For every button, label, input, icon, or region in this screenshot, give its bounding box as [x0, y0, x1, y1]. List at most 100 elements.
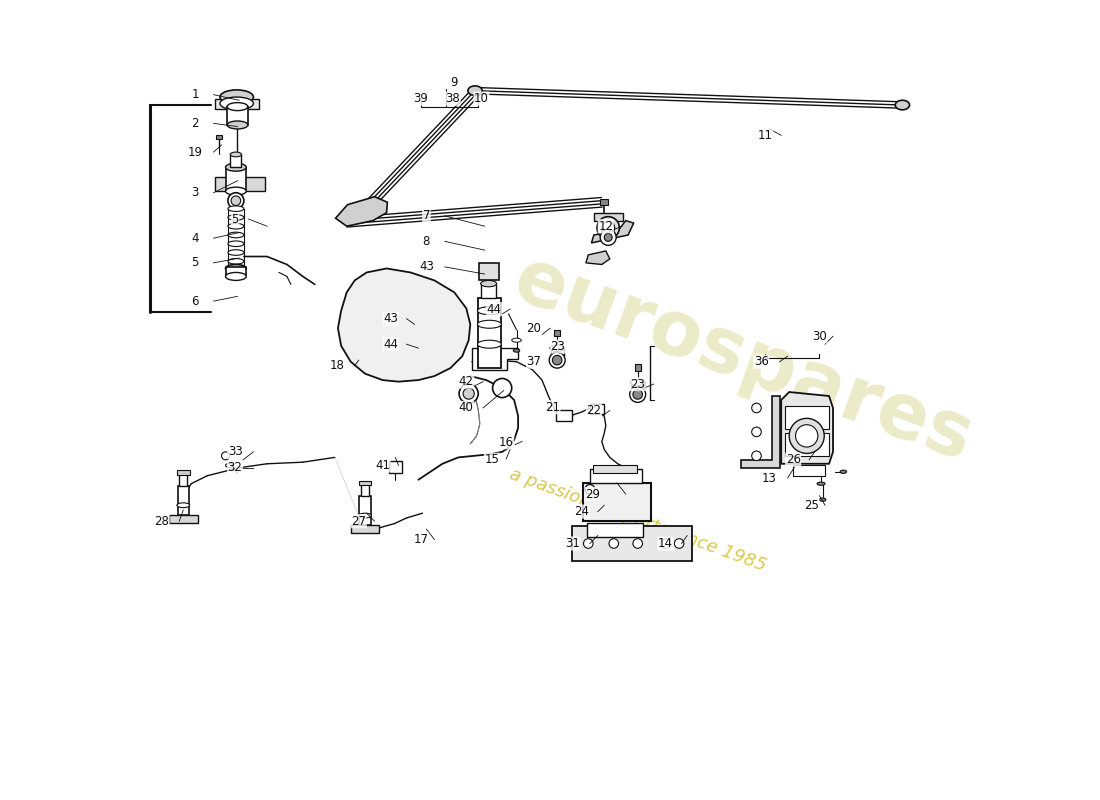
Text: 7: 7 [422, 210, 430, 222]
Text: 10: 10 [474, 92, 488, 105]
Bar [389, 461, 402, 474]
Bar [226, 167, 246, 191]
Ellipse shape [227, 121, 248, 129]
Ellipse shape [477, 320, 502, 328]
Bar [482, 284, 496, 298]
Text: 33: 33 [228, 446, 242, 458]
Bar [226, 267, 246, 277]
Ellipse shape [228, 241, 244, 246]
Text: 16: 16 [498, 436, 514, 449]
Text: 39: 39 [414, 92, 428, 105]
Circle shape [549, 352, 565, 368]
Text: 14: 14 [658, 537, 673, 550]
Text: 4: 4 [191, 232, 199, 245]
Circle shape [629, 386, 646, 402]
Ellipse shape [220, 90, 253, 104]
Circle shape [601, 230, 616, 246]
Text: 43: 43 [383, 312, 398, 325]
Text: 38: 38 [446, 92, 460, 105]
Bar [227, 106, 248, 125]
Polygon shape [336, 197, 387, 226]
Circle shape [228, 193, 244, 209]
Bar [359, 481, 372, 486]
Ellipse shape [817, 482, 825, 486]
Polygon shape [781, 392, 833, 464]
Polygon shape [741, 396, 780, 468]
Bar [360, 497, 371, 525]
Ellipse shape [228, 214, 244, 220]
Bar [601, 199, 608, 206]
Polygon shape [472, 348, 518, 370]
Text: 19: 19 [188, 146, 202, 158]
Circle shape [795, 425, 818, 447]
Text: 27: 27 [351, 514, 366, 528]
Circle shape [632, 390, 642, 399]
Text: 22: 22 [586, 404, 602, 417]
Ellipse shape [226, 187, 246, 195]
Text: 30: 30 [812, 330, 827, 342]
Bar [631, 382, 645, 390]
Text: 32: 32 [228, 462, 242, 474]
Bar [557, 410, 572, 421]
Circle shape [789, 418, 824, 454]
Polygon shape [572, 526, 692, 561]
Bar [635, 364, 641, 370]
Bar [785, 434, 829, 456]
Ellipse shape [477, 340, 502, 348]
Ellipse shape [468, 86, 482, 95]
Bar [590, 404, 604, 414]
Ellipse shape [359, 514, 372, 518]
Ellipse shape [514, 349, 519, 352]
Text: 20: 20 [527, 322, 541, 334]
Text: 21: 21 [544, 401, 560, 414]
Text: 1: 1 [191, 88, 199, 101]
Circle shape [493, 378, 512, 398]
Text: 5: 5 [231, 213, 239, 226]
Bar [478, 298, 500, 368]
Text: 31: 31 [565, 537, 580, 550]
Ellipse shape [481, 281, 496, 286]
Text: 2: 2 [191, 117, 199, 130]
Ellipse shape [177, 503, 189, 508]
Text: 5: 5 [191, 256, 199, 270]
Bar [178, 486, 189, 515]
Text: 23: 23 [550, 340, 565, 353]
Text: eurospares: eurospares [504, 242, 982, 478]
Ellipse shape [226, 463, 233, 467]
Text: 23: 23 [630, 378, 645, 390]
Ellipse shape [820, 498, 826, 502]
Circle shape [604, 234, 613, 242]
Polygon shape [169, 515, 198, 522]
Bar [361, 484, 368, 497]
Ellipse shape [220, 97, 253, 110]
Bar [478, 263, 499, 281]
Circle shape [751, 403, 761, 413]
Text: 43: 43 [419, 260, 433, 274]
Circle shape [585, 485, 595, 494]
Text: 15: 15 [484, 454, 499, 466]
Text: 40: 40 [459, 402, 474, 414]
Polygon shape [793, 466, 825, 476]
Text: 28: 28 [154, 514, 169, 528]
Text: 25: 25 [804, 498, 818, 512]
Text: 8: 8 [422, 235, 430, 248]
Ellipse shape [230, 152, 242, 157]
Text: 44: 44 [383, 338, 398, 350]
Text: 11: 11 [758, 129, 772, 142]
Polygon shape [594, 214, 624, 222]
Bar [216, 134, 222, 138]
Ellipse shape [228, 250, 244, 255]
Circle shape [674, 538, 684, 548]
Bar [554, 330, 560, 336]
Text: 3: 3 [191, 186, 199, 199]
Bar [785, 406, 829, 429]
Polygon shape [351, 525, 380, 533]
Polygon shape [592, 221, 634, 243]
Text: 37: 37 [527, 355, 541, 368]
Text: 44: 44 [486, 302, 502, 316]
Text: 24: 24 [574, 505, 590, 518]
Circle shape [661, 538, 670, 548]
Ellipse shape [226, 273, 246, 281]
Ellipse shape [477, 306, 502, 314]
Bar [230, 154, 242, 167]
